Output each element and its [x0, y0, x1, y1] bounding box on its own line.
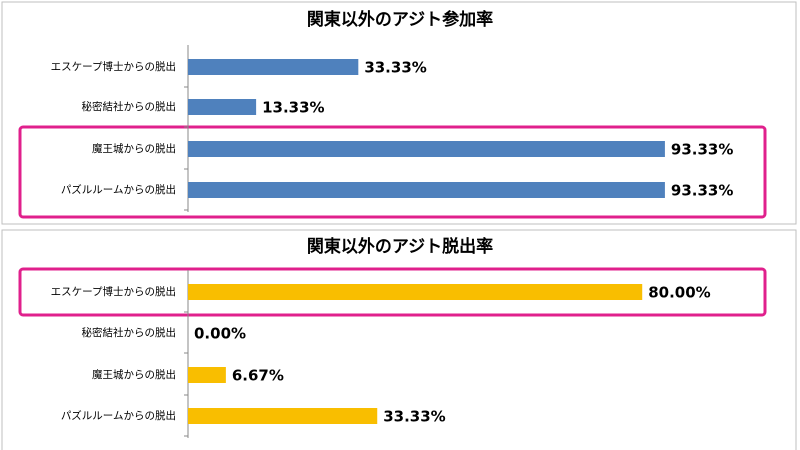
bar [188, 182, 665, 198]
chart-title: 関東以外のアジト参加率 [307, 9, 493, 30]
value-label: 6.67% [232, 367, 284, 385]
bar [188, 99, 257, 115]
category-label: 魔王城からの脱出 [92, 368, 176, 381]
category-label: エスケープ博士からの脱出 [51, 285, 176, 298]
bar [188, 284, 643, 300]
category-label: 秘密結社からの脱出 [82, 100, 177, 113]
value-label: 93.33% [671, 141, 733, 159]
value-label: 0.00% [194, 325, 246, 343]
highlight-box [18, 267, 767, 317]
category-label: パズルルームからの脱出 [61, 409, 176, 422]
bar [188, 367, 226, 383]
highlight-box [18, 125, 767, 219]
category-label: エスケープ博士からの脱出 [51, 60, 176, 73]
value-label: 33.33% [364, 59, 426, 77]
value-label: 93.33% [671, 182, 733, 200]
value-label: 33.33% [383, 408, 445, 426]
category-label: パズルルームからの脱出 [61, 183, 176, 196]
bar [188, 59, 359, 75]
value-label: 80.00% [648, 284, 710, 302]
panel [1, 229, 797, 450]
category-label: 魔王城からの脱出 [92, 142, 176, 155]
chart-title: 関東以外のアジト脱出率 [307, 236, 493, 257]
bar [188, 141, 665, 157]
value-label: 13.33% [262, 99, 324, 117]
bar [188, 408, 378, 424]
category-label: 秘密結社からの脱出 [82, 326, 177, 339]
